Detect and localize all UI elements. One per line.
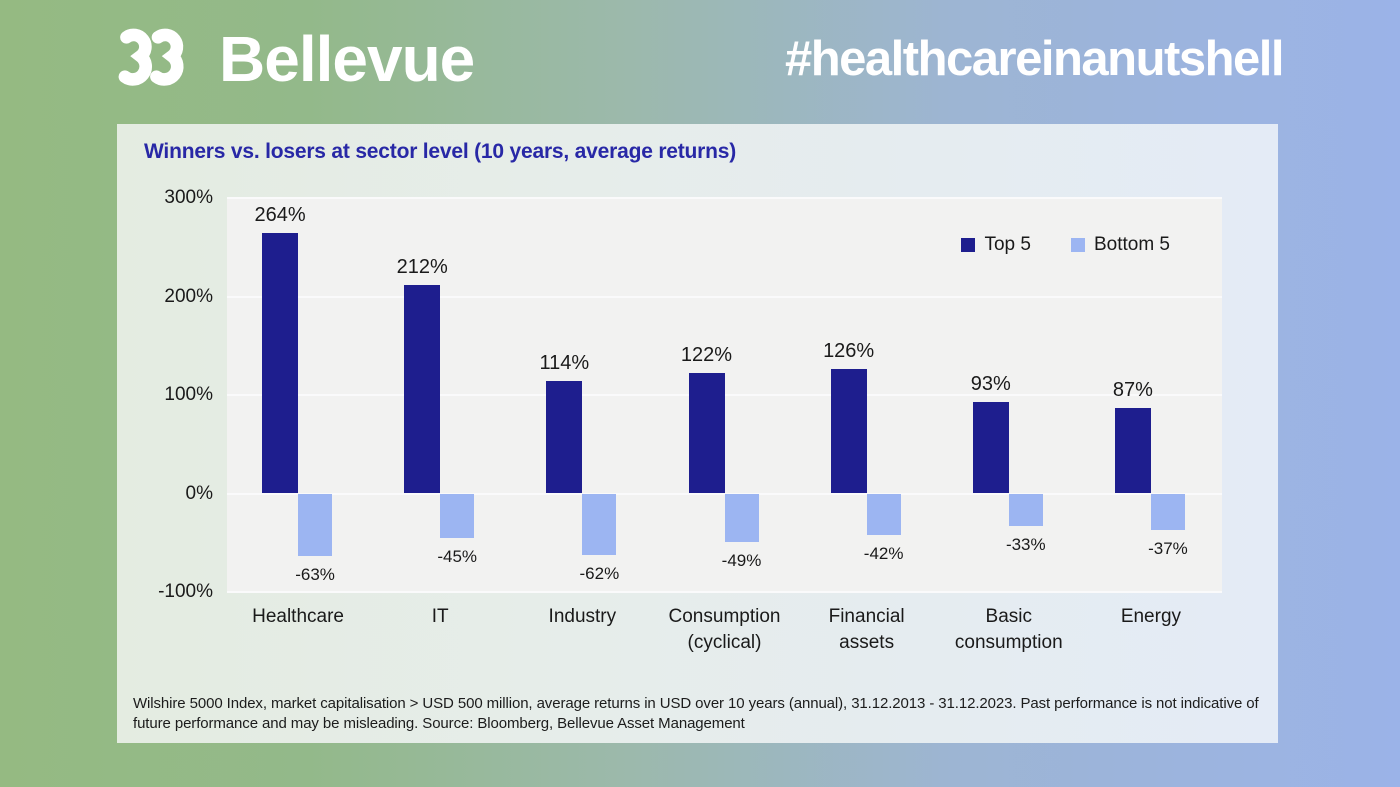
value-label-top-5-energy: 87% xyxy=(1112,378,1153,401)
value-label-bottom-5-basic-consumption: -33% xyxy=(1005,535,1046,554)
value-label-bottom-5-consumption-cyclical: -49% xyxy=(721,550,762,570)
x-axis: Healthcare IT Industry Consumption (cyclica… xyxy=(227,604,1222,666)
y-axis: 300% 200% 100% 0% -100% xyxy=(117,187,213,602)
value-label-bottom-5-healthcare: -63% xyxy=(295,564,335,584)
category-label-financial-assets: Financial assets xyxy=(828,606,905,653)
bar-top-5-it xyxy=(404,284,441,494)
legend-swatch-top-5 xyxy=(961,238,976,252)
legend: Top 5 Bottom 5 xyxy=(961,234,1170,256)
bar-bottom-5-financial-assets xyxy=(866,493,901,535)
gridline-100 xyxy=(227,394,1222,396)
bar-top-5-consumption-cyclical xyxy=(688,373,725,494)
category-label-healthcare: Healthcare xyxy=(252,606,344,627)
y-tick-label-100: 100% xyxy=(164,384,213,405)
category-label-consumption-cyclical: Consumption (cyclical) xyxy=(668,606,781,653)
category-label-it: IT xyxy=(431,606,449,627)
legend-swatch-bottom-5 xyxy=(1070,238,1085,252)
y-tick-label-0: 0% xyxy=(185,482,213,504)
value-label-bottom-5-it: -45% xyxy=(437,546,478,566)
bar-bottom-5-consumption-cyclical xyxy=(724,493,759,542)
bar-bottom-5-energy xyxy=(1150,493,1185,530)
bar-bottom-5-it xyxy=(440,493,475,538)
bar-top-5-energy xyxy=(1114,407,1151,494)
value-label-top-5-financial-assets: 126% xyxy=(823,340,875,363)
bar-top-5-basic-consumption xyxy=(972,401,1009,494)
hashtag-title: #healthcareinanutshell xyxy=(784,31,1285,86)
plot-area: Top 5 Bottom 5 264% -63% 212% -45% 114% -62% 12… xyxy=(227,197,1222,593)
category-label-energy: Energy xyxy=(1120,606,1182,627)
legend-item-top-5: Top 5 xyxy=(961,234,1031,256)
y-tick-label-200: 200% xyxy=(164,285,213,307)
value-label-top-5-healthcare: 264% xyxy=(254,204,306,227)
value-label-bottom-5-industry: -62% xyxy=(579,563,620,583)
bar-top-5-industry xyxy=(546,381,583,494)
value-label-bottom-5-financial-assets: -42% xyxy=(863,543,904,563)
gridline--100 xyxy=(227,591,1222,593)
legend-label-bottom-5: Bottom 5 xyxy=(1093,234,1170,255)
bar-top-5-financial-assets xyxy=(830,369,867,494)
bellevue-logo: Bellevue xyxy=(117,23,475,95)
value-label-bottom-5-energy: -37% xyxy=(1148,538,1188,558)
chart-title: Winners vs. losers at sector level (10 y… xyxy=(144,140,737,163)
gridline-300 xyxy=(227,197,1222,199)
bellevue-logo-icon xyxy=(117,27,199,92)
value-label-top-5-basic-consumption: 93% xyxy=(970,372,1011,395)
legend-item-bottom-5: Bottom 5 xyxy=(1070,234,1170,256)
bar-bottom-5-healthcare xyxy=(298,493,333,556)
bar-bottom-5-basic-consumption xyxy=(1008,493,1043,526)
brand-name: Bellevue xyxy=(219,23,475,95)
value-label-top-5-industry: 114% xyxy=(539,352,590,375)
header: Bellevue #healthcareinanutshell xyxy=(117,23,1285,95)
value-label-top-5-consumption-cyclical: 122% xyxy=(680,344,733,367)
category-label-basic-consumption: Basic consumption xyxy=(954,606,1063,653)
y-tick-label--100: -100% xyxy=(158,581,213,602)
category-label-industry: Industry xyxy=(548,606,617,627)
bar-top-5-healthcare xyxy=(262,233,299,494)
bar-bottom-5-industry xyxy=(582,493,617,555)
gridline-200 xyxy=(227,295,1222,298)
chart-card: Winners vs. losers at sector level (10 y… xyxy=(117,124,1278,743)
value-label-top-5-it: 212% xyxy=(396,255,448,278)
footnote: Wilshire 5000 Index, market capitalisati… xyxy=(133,695,1259,732)
legend-label-top-5: Top 5 xyxy=(984,234,1031,255)
y-tick-label-300: 300% xyxy=(164,187,213,208)
